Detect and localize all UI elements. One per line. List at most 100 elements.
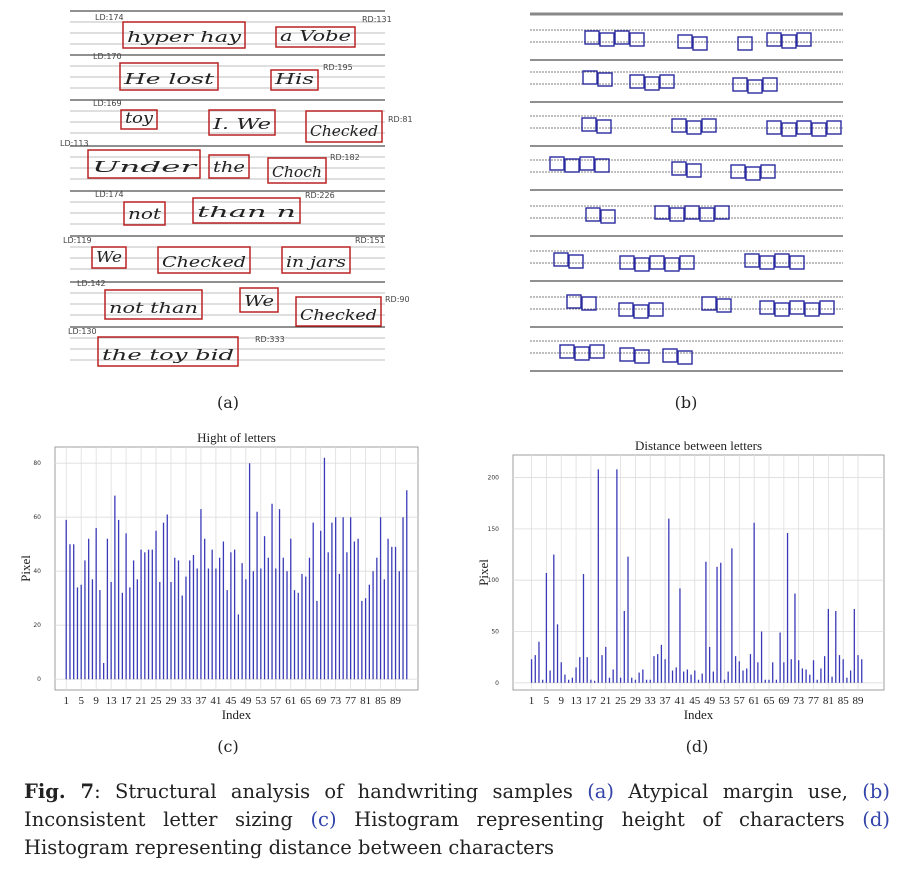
letter-box <box>789 255 805 270</box>
x-tick-label: 57 <box>734 695 746 707</box>
handwriting: Checked <box>162 253 246 271</box>
handwriting: We <box>244 292 274 310</box>
letter-box <box>760 164 776 179</box>
letter-box <box>584 30 600 45</box>
handwriting: Choch <box>272 163 322 181</box>
letter-box <box>634 257 650 272</box>
letter-box <box>662 348 678 363</box>
letter-box <box>766 32 782 47</box>
letter-box <box>744 253 760 268</box>
letter-box <box>634 349 650 364</box>
letter-box <box>568 254 584 269</box>
word-box <box>208 154 250 179</box>
letter-box <box>581 117 597 132</box>
letter-box <box>730 164 746 179</box>
x-tick-label: 41 <box>210 695 221 707</box>
letter-box <box>796 32 812 47</box>
letter-box <box>804 302 820 317</box>
y-tick-label: 60 <box>33 514 41 521</box>
plot-area <box>512 454 885 691</box>
caption-ref: (d) <box>862 808 890 831</box>
x-tick-label: 29 <box>166 695 178 707</box>
handwriting: We <box>96 248 122 266</box>
letter-box <box>684 205 700 220</box>
y-tick-label: 50 <box>491 629 499 636</box>
letter-box <box>599 32 615 47</box>
x-tick-label: 49 <box>240 695 252 707</box>
letter-box <box>585 207 601 222</box>
x-tick-label: 33 <box>180 695 192 707</box>
handwriting: the toy bid <box>102 346 234 364</box>
panel-label: (d) <box>686 737 709 756</box>
letter-box <box>596 119 612 134</box>
handwriting: in jars <box>286 253 346 271</box>
letter-box <box>679 255 695 270</box>
letter-box <box>671 161 687 176</box>
letter-box <box>579 156 595 171</box>
letter-box <box>686 120 702 135</box>
x-tick-label: 65 <box>300 695 312 707</box>
y-tick-label: 0 <box>495 680 499 687</box>
letter-box <box>619 255 635 270</box>
letter-box <box>671 118 687 133</box>
letter-box <box>564 158 580 173</box>
figure: LD:174 RD:131 hyper hay a Vobe LD:170 RD:195 H… <box>18 10 885 756</box>
caption-text: Histogram representing height of charact… <box>336 808 863 831</box>
x-tick-label: 1 <box>529 695 535 707</box>
letter-box <box>774 253 790 268</box>
letter-box <box>582 70 598 85</box>
letter-box <box>699 207 715 222</box>
word-box <box>122 21 246 49</box>
handwriting: not than <box>109 299 198 317</box>
x-tick-label: 89 <box>853 695 865 707</box>
letter-box <box>644 76 660 91</box>
caption: Fig. 7: Structural analysis of handwriti… <box>24 778 890 862</box>
word-box <box>157 246 251 274</box>
letter-box <box>759 300 775 315</box>
word-box <box>119 62 219 91</box>
x-tick-label: 61 <box>285 695 296 707</box>
ld-label: LD:170 <box>93 52 122 61</box>
letter-box <box>766 120 782 135</box>
letter-box <box>762 77 778 92</box>
x-tick-label: 69 <box>315 695 327 707</box>
letter-box <box>654 205 670 220</box>
x-axis-label: Index <box>222 707 252 722</box>
x-tick-label: 45 <box>689 695 701 707</box>
letter-box <box>549 156 565 171</box>
word-box <box>120 109 158 130</box>
x-tick-label: 25 <box>151 695 163 707</box>
ld-label: LD:174 <box>95 190 124 199</box>
letter-box <box>789 300 805 315</box>
x-tick-label: 61 <box>749 695 760 707</box>
handwriting: not <box>128 205 162 223</box>
letter-box <box>781 34 797 49</box>
word-box <box>87 149 201 179</box>
y-axis-label: Pixel <box>18 555 33 582</box>
word-box <box>123 201 166 226</box>
x-tick-label: 49 <box>704 695 716 707</box>
rd-label: RD:151 <box>355 236 385 245</box>
rd-label: RD:90 <box>385 295 410 304</box>
chart-title: Distance between letters <box>635 438 762 453</box>
letter-box <box>594 158 610 173</box>
word-box <box>104 289 203 320</box>
x-tick-label: 85 <box>375 695 387 707</box>
handwriting: His <box>273 70 314 88</box>
y-tick-label: 200 <box>488 475 500 482</box>
x-tick-label: 9 <box>93 695 99 707</box>
letter-box <box>629 74 645 89</box>
letter-box <box>619 347 635 362</box>
letter-box <box>781 122 797 137</box>
x-tick-label: 85 <box>838 695 850 707</box>
y-tick-label: 20 <box>33 622 41 629</box>
letter-box <box>648 302 664 317</box>
plot-area <box>54 446 419 691</box>
x-tick-label: 53 <box>255 695 267 707</box>
handwriting: than n <box>197 203 296 221</box>
handwriting: toy <box>125 109 154 127</box>
x-tick-label: 73 <box>793 695 805 707</box>
y-tick-label: 150 <box>488 526 500 533</box>
x-tick-label: 37 <box>660 695 672 707</box>
x-tick-label: 37 <box>195 695 207 707</box>
